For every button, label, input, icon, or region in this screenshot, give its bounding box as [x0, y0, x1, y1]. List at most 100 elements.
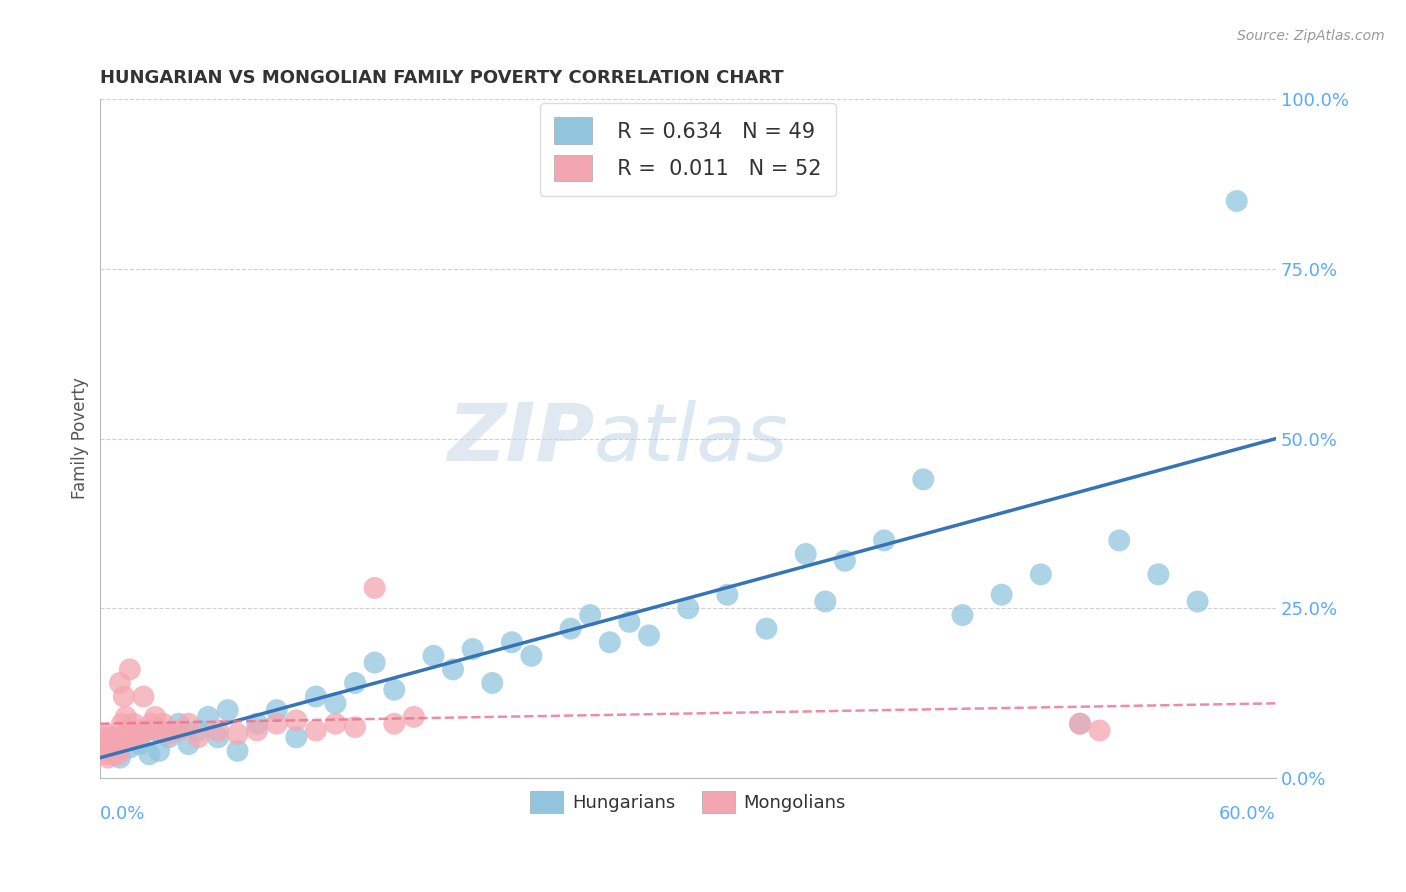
Point — [794, 547, 817, 561]
Point — [755, 622, 778, 636]
Point — [814, 594, 837, 608]
Point — [873, 533, 896, 548]
Point — [834, 554, 856, 568]
Point — [141, 716, 163, 731]
Point — [344, 720, 367, 734]
Point — [382, 716, 405, 731]
Text: HUNGARIAN VS MONGOLIAN FAMILY POVERTY CORRELATION CHART: HUNGARIAN VS MONGOLIAN FAMILY POVERTY CO… — [100, 69, 785, 87]
Point — [117, 723, 139, 738]
Point — [207, 731, 229, 745]
Point — [520, 648, 543, 663]
Point — [599, 635, 621, 649]
Point — [93, 737, 115, 751]
Point — [143, 710, 166, 724]
Point — [285, 731, 308, 745]
Point — [266, 703, 288, 717]
Point — [363, 581, 385, 595]
Point — [579, 608, 602, 623]
Point — [108, 750, 131, 764]
Point — [108, 676, 131, 690]
Point — [108, 733, 131, 747]
Point — [167, 723, 190, 738]
Text: ZIP: ZIP — [447, 400, 595, 477]
Point — [114, 710, 136, 724]
Point — [148, 744, 170, 758]
Point — [441, 662, 464, 676]
Point — [619, 615, 641, 629]
Point — [128, 727, 150, 741]
Point — [91, 744, 114, 758]
Point — [422, 648, 444, 663]
Point — [157, 731, 180, 745]
Point — [1029, 567, 1052, 582]
Point — [112, 690, 135, 704]
Point — [217, 703, 239, 717]
Legend: Hungarians, Mongolians: Hungarians, Mongolians — [523, 783, 853, 820]
Point — [226, 727, 249, 741]
Point — [1069, 716, 1091, 731]
Point — [136, 723, 159, 738]
Point — [100, 744, 122, 758]
Point — [152, 716, 174, 731]
Point — [197, 710, 219, 724]
Point — [638, 628, 661, 642]
Y-axis label: Family Poverty: Family Poverty — [72, 377, 89, 500]
Point — [952, 608, 974, 623]
Point — [1088, 723, 1111, 738]
Point — [305, 723, 328, 738]
Point — [124, 731, 146, 745]
Point — [344, 676, 367, 690]
Point — [111, 716, 134, 731]
Point — [105, 744, 128, 758]
Point — [382, 682, 405, 697]
Point — [461, 642, 484, 657]
Point — [132, 690, 155, 704]
Text: 0.0%: 0.0% — [100, 805, 146, 823]
Point — [96, 727, 118, 741]
Point — [501, 635, 523, 649]
Point — [143, 723, 166, 738]
Point — [98, 731, 121, 745]
Point — [91, 731, 114, 745]
Point — [990, 588, 1012, 602]
Point — [266, 716, 288, 731]
Point — [187, 731, 209, 745]
Point — [305, 690, 328, 704]
Point — [177, 716, 200, 731]
Point — [101, 747, 124, 762]
Point — [103, 740, 125, 755]
Point — [402, 710, 425, 724]
Point — [246, 723, 269, 738]
Point — [122, 716, 145, 731]
Point — [676, 601, 699, 615]
Point — [187, 723, 209, 738]
Point — [98, 733, 121, 747]
Point — [716, 588, 738, 602]
Point — [560, 622, 582, 636]
Point — [128, 737, 150, 751]
Point — [912, 472, 935, 486]
Point — [1226, 194, 1249, 208]
Point — [97, 750, 120, 764]
Point — [94, 747, 117, 762]
Point — [101, 737, 124, 751]
Point — [157, 727, 180, 741]
Point — [121, 731, 143, 745]
Point — [148, 723, 170, 738]
Text: Source: ZipAtlas.com: Source: ZipAtlas.com — [1237, 29, 1385, 43]
Point — [167, 716, 190, 731]
Point — [138, 747, 160, 762]
Point — [107, 747, 129, 762]
Point — [105, 737, 128, 751]
Point — [177, 737, 200, 751]
Point — [1108, 533, 1130, 548]
Point — [325, 696, 347, 710]
Point — [207, 723, 229, 738]
Point — [325, 716, 347, 731]
Point — [118, 662, 141, 676]
Point — [481, 676, 503, 690]
Point — [1069, 716, 1091, 731]
Point — [246, 716, 269, 731]
Point — [363, 656, 385, 670]
Point — [104, 731, 127, 745]
